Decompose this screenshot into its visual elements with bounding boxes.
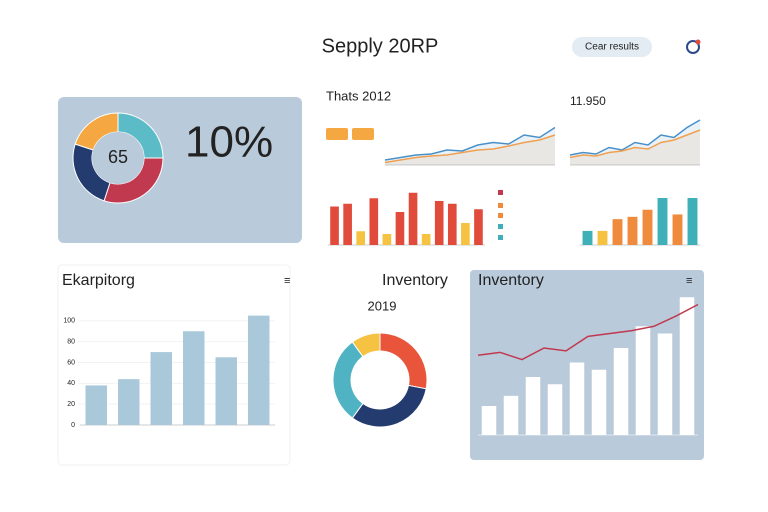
profile-icon[interactable] [686, 40, 700, 54]
donut-slice [351, 384, 427, 428]
bar [612, 219, 623, 245]
bar [85, 385, 107, 425]
line-area [385, 135, 555, 165]
legend-swatch [498, 190, 503, 195]
bar [434, 201, 444, 245]
bar [395, 212, 405, 245]
filter-chip[interactable] [326, 128, 348, 140]
bar [183, 331, 205, 425]
chart-title: Inventory [382, 272, 448, 289]
y-tick-label: 100 [63, 318, 75, 325]
legend-swatch [498, 203, 503, 208]
clear-button-label[interactable]: Cear results [585, 42, 639, 53]
bar [343, 203, 352, 245]
bar [642, 209, 653, 245]
legend-swatch [498, 235, 503, 240]
bar [447, 203, 457, 245]
bar [582, 230, 593, 245]
donut-slice [379, 332, 428, 390]
y-tick-label: 20 [67, 401, 75, 408]
chart-subtitle: 2019 [368, 298, 397, 313]
bar [421, 234, 431, 245]
y-tick-label: 0 [71, 422, 75, 429]
chart-title: Thats 2012 [326, 88, 391, 103]
bar [569, 362, 585, 435]
line-series [569, 129, 701, 159]
bar [627, 216, 638, 245]
trend-card [318, 85, 558, 175]
y-tick-label: 80 [67, 339, 75, 346]
legend-swatch [498, 213, 503, 218]
bar [503, 395, 519, 435]
bar [382, 234, 392, 245]
bar [461, 223, 470, 245]
legend-swatch [498, 224, 503, 229]
bar [591, 369, 607, 435]
bar [215, 357, 237, 425]
y-tick-label: 40 [67, 380, 75, 387]
bar [481, 406, 497, 435]
bar [150, 352, 172, 425]
bar [474, 209, 483, 245]
bar [356, 231, 366, 245]
bar [597, 230, 608, 245]
bar [679, 297, 695, 435]
bar [672, 214, 683, 245]
bar [613, 348, 629, 435]
notification-dot [695, 39, 701, 45]
bar [525, 377, 541, 435]
app-title: Sepply 20RP [322, 35, 439, 57]
bar [118, 379, 140, 425]
chart-title: 11.950 [570, 94, 606, 108]
donut-slice [351, 332, 381, 358]
menu-icon[interactable]: ≡ [686, 275, 692, 287]
bar [369, 198, 379, 245]
headline: 10% [185, 118, 273, 167]
bar [687, 198, 698, 245]
line-series [384, 126, 556, 161]
line-series [384, 134, 556, 164]
filter-chip[interactable] [352, 128, 374, 140]
chart-title: Inventory [478, 272, 544, 289]
chart-title: Ekarpitorg [62, 272, 135, 289]
bar [635, 326, 651, 435]
menu-icon[interactable]: ≡ [284, 275, 290, 287]
line-series [477, 303, 699, 361]
bar [657, 198, 668, 245]
line-series [569, 119, 701, 156]
bar [248, 315, 270, 425]
donut-hole [92, 132, 144, 184]
bar [408, 192, 418, 245]
center-label: 65 [108, 147, 128, 167]
bar [657, 333, 673, 435]
bar [547, 384, 563, 435]
y-tick-label: 60 [67, 359, 75, 366]
donut-slice [332, 341, 364, 419]
bar [330, 206, 339, 245]
clear-button[interactable] [572, 37, 652, 57]
